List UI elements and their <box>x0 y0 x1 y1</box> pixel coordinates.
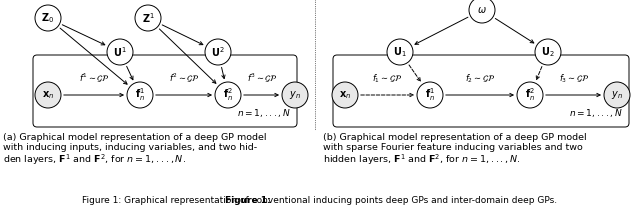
Circle shape <box>332 82 358 108</box>
Circle shape <box>35 82 61 108</box>
Circle shape <box>517 82 543 108</box>
Text: $f_2 \sim \mathcal{GP}$: $f_2 \sim \mathcal{GP}$ <box>465 73 495 85</box>
Text: $\mathbf{U}^1$: $\mathbf{U}^1$ <box>113 45 127 59</box>
Circle shape <box>282 82 308 108</box>
Circle shape <box>604 82 630 108</box>
Text: $f^1 \sim \mathcal{GP}$: $f^1 \sim \mathcal{GP}$ <box>79 72 109 85</box>
Text: $\mathbf{f}_n^1$: $\mathbf{f}_n^1$ <box>425 87 435 103</box>
Text: $n=1,...,N$: $n=1,...,N$ <box>569 107 623 119</box>
Text: $\mathbf{x}_n$: $\mathbf{x}_n$ <box>42 89 54 101</box>
Text: $y_n$: $y_n$ <box>289 89 301 101</box>
Text: $\mathbf{Z}^1$: $\mathbf{Z}^1$ <box>141 11 154 25</box>
Circle shape <box>215 82 241 108</box>
Circle shape <box>107 39 133 65</box>
Circle shape <box>387 39 413 65</box>
Text: with sparse Fourier feature inducing variables and two: with sparse Fourier feature inducing var… <box>323 143 583 152</box>
Circle shape <box>535 39 561 65</box>
Text: (b) Graphical model representation of a deep GP model: (b) Graphical model representation of a … <box>323 133 587 142</box>
Circle shape <box>127 82 153 108</box>
Circle shape <box>469 0 495 23</box>
Text: $\mathbf{f}_n^2$: $\mathbf{f}_n^2$ <box>525 87 535 103</box>
Text: Figure 1:: Figure 1: <box>225 196 271 205</box>
Text: $f_3 \sim \mathcal{GP}$: $f_3 \sim \mathcal{GP}$ <box>559 73 589 85</box>
Text: hidden layers, $\mathbf{F}^1$ and $\mathbf{F}^2$, for $n=1,...,N$.: hidden layers, $\mathbf{F}^1$ and $\math… <box>323 152 521 167</box>
Circle shape <box>35 5 61 31</box>
Circle shape <box>417 82 443 108</box>
Circle shape <box>135 5 161 31</box>
Text: $f_1 \sim \mathcal{GP}$: $f_1 \sim \mathcal{GP}$ <box>372 73 402 85</box>
Circle shape <box>205 39 231 65</box>
Text: $f^2 \sim \mathcal{GP}$: $f^2 \sim \mathcal{GP}$ <box>168 72 200 85</box>
Text: $\mathbf{U}^2$: $\mathbf{U}^2$ <box>211 45 225 59</box>
Text: $\mathbf{x}_n$: $\mathbf{x}_n$ <box>339 89 351 101</box>
Text: $\mathbf{f}_n^1$: $\mathbf{f}_n^1$ <box>135 87 145 103</box>
Text: $\omega$: $\omega$ <box>477 5 487 15</box>
Text: $\mathbf{Z}_0$: $\mathbf{Z}_0$ <box>42 11 54 25</box>
Text: $\mathbf{U}_1$: $\mathbf{U}_1$ <box>393 45 407 59</box>
Text: $n=1,...,N$: $n=1,...,N$ <box>237 107 291 119</box>
Text: den layers, $\mathbf{F}^1$ and $\mathbf{F}^2$, for $n=1,...,N$.: den layers, $\mathbf{F}^1$ and $\mathbf{… <box>3 152 186 167</box>
Text: with inducing inputs, inducing variables, and two hid-: with inducing inputs, inducing variables… <box>3 143 257 152</box>
Text: (a) Graphical model representation of a deep GP model: (a) Graphical model representation of a … <box>3 133 266 142</box>
Text: $\mathbf{f}_n^2$: $\mathbf{f}_n^2$ <box>223 87 233 103</box>
Text: Figure 1: Graphical representation of conventional inducing points deep GPs and : Figure 1: Graphical representation of co… <box>83 196 557 205</box>
Text: $y_n$: $y_n$ <box>611 89 623 101</box>
Text: $f^3 \sim \mathcal{GP}$: $f^3 \sim \mathcal{GP}$ <box>246 72 277 85</box>
Text: $\mathbf{U}_2$: $\mathbf{U}_2$ <box>541 45 555 59</box>
